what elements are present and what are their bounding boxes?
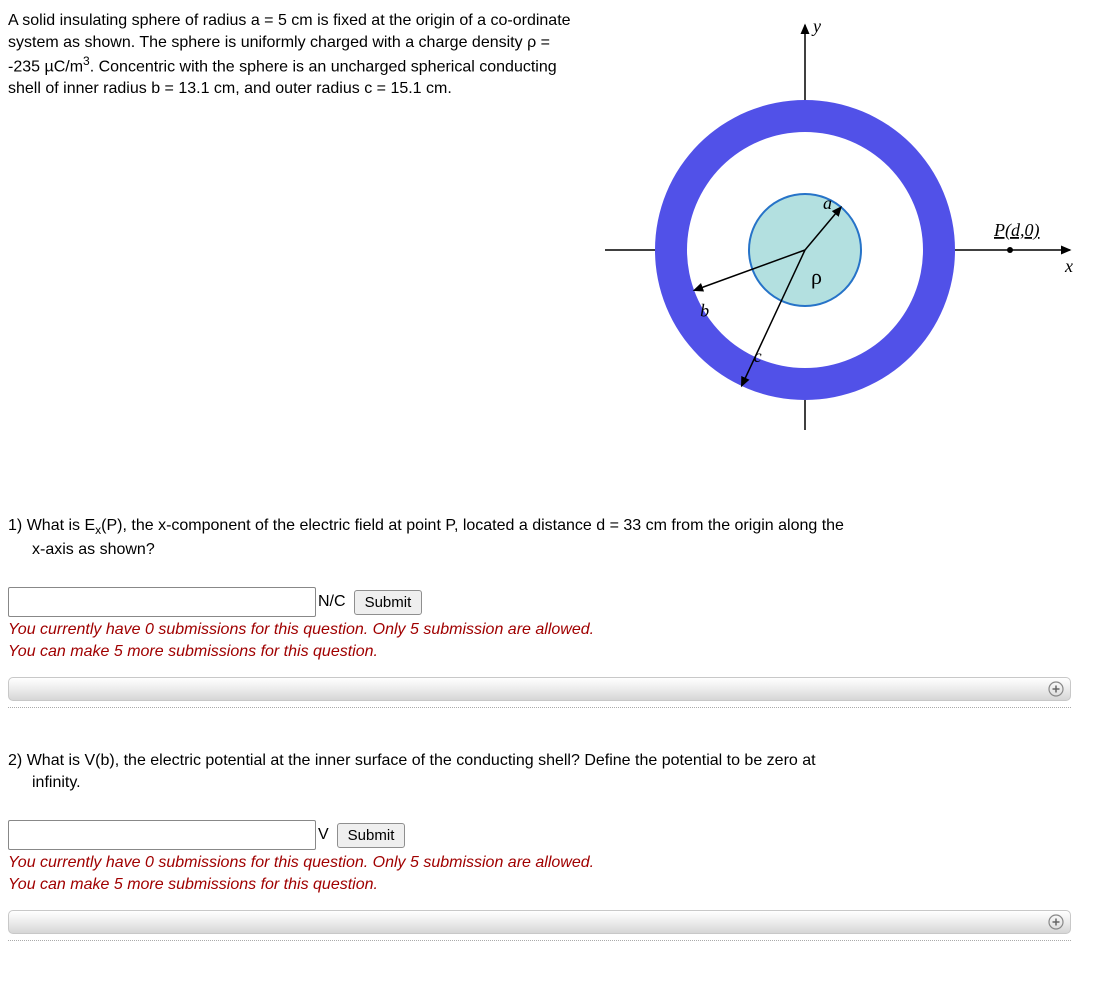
question-number: 2) bbox=[8, 752, 22, 769]
unit-label-1: N/C bbox=[318, 593, 346, 611]
question-2-prompt: 2) What is V(b), the electric potential … bbox=[8, 750, 1085, 795]
problem-header: A solid insulating sphere of radius a = … bbox=[8, 10, 1085, 455]
feedback-2: You currently have 0 submissions for thi… bbox=[8, 852, 1085, 895]
submit-button-2[interactable]: Submit bbox=[337, 823, 406, 848]
question-text-cont: infinity. bbox=[32, 772, 1085, 794]
problem-diagram: a b c ρ y x P(d,0) bbox=[605, 10, 1085, 455]
feedback-2-line1: You currently have 0 submissions for thi… bbox=[8, 854, 594, 871]
question-number: 1) bbox=[8, 517, 22, 534]
feedback-2-line2: You can make 5 more submissions for this… bbox=[8, 876, 378, 893]
svg-text:c: c bbox=[754, 346, 762, 366]
question-text: What is V(b), the electric potential at … bbox=[27, 752, 816, 769]
plus-icon bbox=[1048, 681, 1064, 697]
unit-label-2: V bbox=[318, 826, 329, 844]
svg-text:a: a bbox=[823, 193, 832, 213]
plus-icon bbox=[1048, 914, 1064, 930]
diagram-svg: a b c ρ y x P(d,0) bbox=[605, 10, 1085, 450]
expand-bar-1[interactable] bbox=[8, 677, 1071, 701]
answer-input-2[interactable] bbox=[8, 820, 316, 850]
question-1: 1) What is Ex(P), the x-component of the… bbox=[8, 515, 1085, 708]
question-1-prompt: 1) What is Ex(P), the x-component of the… bbox=[8, 515, 1085, 561]
problem-statement: A solid insulating sphere of radius a = … bbox=[8, 10, 585, 100]
answer-row-1: N/C Submit bbox=[8, 587, 1085, 617]
expand-bar-2[interactable] bbox=[8, 910, 1071, 934]
feedback-1: You currently have 0 submissions for thi… bbox=[8, 619, 1085, 662]
question-text: What is Ex(P), the x-component of the el… bbox=[27, 517, 844, 534]
question-text-cont: x-axis as shown? bbox=[32, 539, 1085, 561]
svg-text:ρ: ρ bbox=[811, 264, 822, 289]
feedback-1-line1: You currently have 0 submissions for thi… bbox=[8, 621, 594, 638]
answer-row-2: V Submit bbox=[8, 820, 1085, 850]
svg-text:y: y bbox=[811, 16, 821, 36]
divider-1 bbox=[8, 707, 1071, 708]
svg-text:x: x bbox=[1064, 256, 1073, 276]
submit-button-1[interactable]: Submit bbox=[354, 590, 423, 615]
svg-text:b: b bbox=[700, 300, 709, 320]
question-2: 2) What is V(b), the electric potential … bbox=[8, 750, 1085, 941]
svg-text:P(d,0): P(d,0) bbox=[993, 220, 1039, 241]
answer-input-1[interactable] bbox=[8, 587, 316, 617]
divider-2 bbox=[8, 940, 1071, 941]
feedback-1-line2: You can make 5 more submissions for this… bbox=[8, 643, 378, 660]
